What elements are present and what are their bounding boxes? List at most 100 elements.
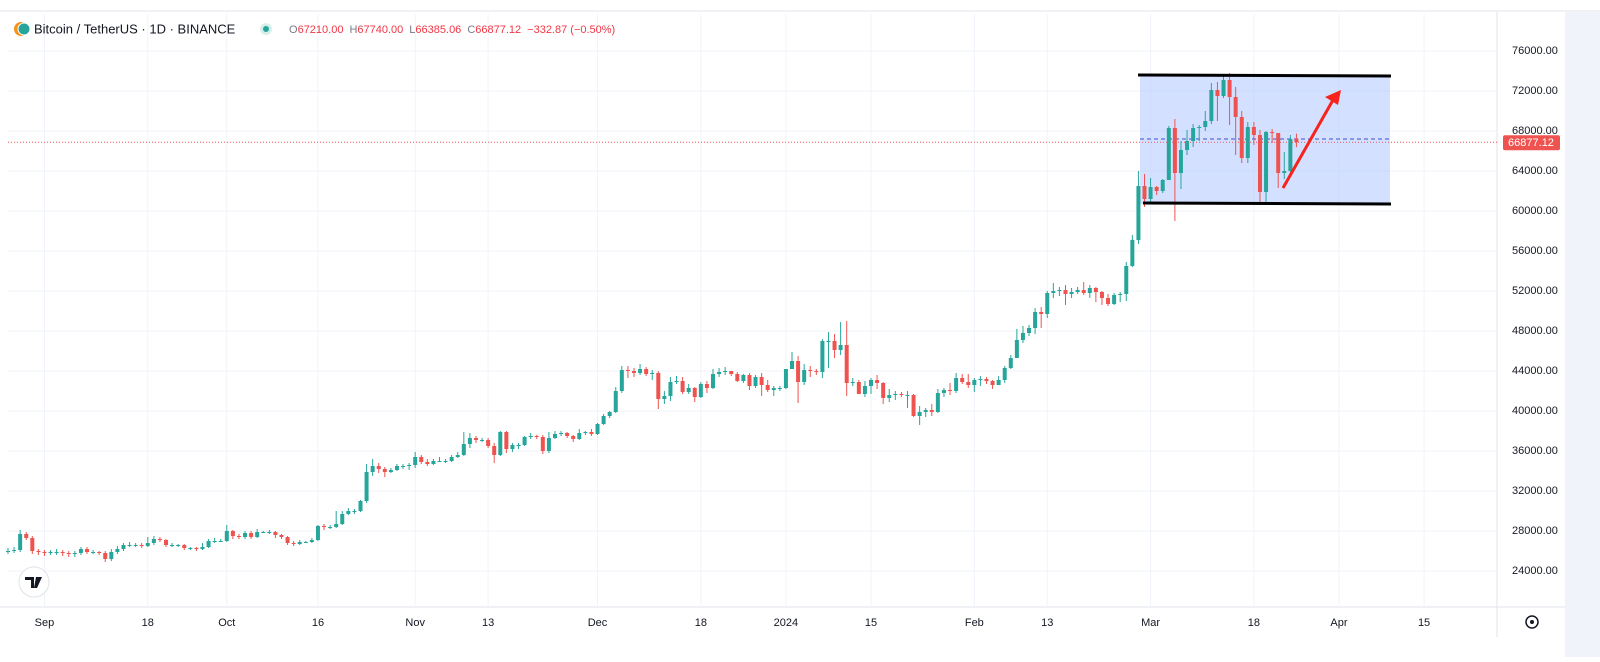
ohlc-key: O [289,24,298,36]
candle-body [145,543,150,546]
candle-body [832,341,837,350]
candle-body [893,394,898,395]
candle-body [1008,358,1013,368]
header: Bitcoin / TetherUS · 1D · BINANCE O67210… [14,21,615,36]
y-tick-label: 76000.00 [1512,45,1558,57]
candle-body [796,361,801,382]
x-tick-label: 2024 [774,617,798,629]
candle-body [1099,292,1104,298]
y-tick-label: 28000.00 [1512,525,1558,537]
candle-body [370,466,375,472]
drawings-front [1137,73,1392,206]
candle-body [18,534,23,550]
ohlc-value: 67210.00 [298,24,344,36]
candle-body [917,412,922,416]
candle-body [753,377,758,386]
candle-body [425,462,430,464]
candle-body [522,437,527,445]
candle-body [808,370,813,371]
trend-arrow [1281,99,1335,189]
y-tick-label: 32000.00 [1512,485,1558,497]
candle-body [638,369,643,373]
candle-body [601,416,606,424]
candle-body [48,552,53,553]
candle-body [619,370,624,391]
candle-body [905,395,910,396]
candle-body [200,547,205,549]
candle-body [97,552,102,553]
y-tick-label: 48000.00 [1512,325,1558,337]
last-price-label: 66877.12 [1508,137,1554,149]
side-strip [1565,12,1600,657]
candle-body [777,388,782,389]
candle-body [771,388,776,390]
candle-body [437,461,442,462]
candle-body [54,552,59,553]
candle-body [534,436,539,437]
candle-body [407,465,412,466]
y-tick-label: 72000.00 [1512,85,1558,97]
candle-body [698,384,703,397]
x-tick-label: 16 [312,617,324,629]
grid [8,14,1497,607]
candle-body [966,382,971,385]
candle-body [6,551,10,552]
candle-body [315,526,320,540]
candle-body [1172,128,1177,173]
candle-body [717,372,722,374]
candle-body [504,432,509,449]
candle-body [984,379,989,381]
candle-body [704,384,709,388]
y-tick-label: 68000.00 [1512,125,1558,137]
x-tick-label: Mar [1141,617,1160,629]
ohlc-key: C [467,24,475,36]
candle-body [1191,128,1196,141]
candle-body [1063,290,1068,294]
candle-body [188,548,193,549]
candle-body [820,341,825,372]
candle-body [881,383,886,398]
candle-body [540,437,545,451]
candle-body [644,369,649,374]
x-tick-label: 15 [865,617,877,629]
candle-body [358,501,363,511]
candle-body [583,432,588,433]
ohlc-legend: O67210.00 H67740.00 L66385.06 C66877.12 −332… [289,24,615,36]
status-dot [263,26,269,32]
candle-body [656,373,661,399]
candle-body [467,438,472,444]
candle-body [1203,121,1208,127]
y-tick-label: 52000.00 [1512,285,1558,297]
candle-body [747,375,752,386]
candle-body [72,553,77,554]
candle-body [559,433,564,434]
settings-icon[interactable] [1525,615,1539,629]
candle-body [352,511,357,512]
candle-body [182,545,187,548]
candle-body [1106,298,1111,304]
candle-body [1276,133,1281,173]
candle-body [1215,90,1220,96]
candle-body [413,457,418,465]
candle-body [692,388,697,397]
candle-body [1282,171,1287,173]
candle-body [340,514,345,524]
candle-body [24,534,29,538]
candle-body [996,380,1001,385]
coin-icon-2 [17,22,31,36]
candle-body [625,370,630,371]
candle-body [674,381,679,382]
candle-body [388,470,393,472]
candle-body [1264,132,1269,192]
x-tick-label: Sep [35,617,55,629]
candle-body [42,552,47,553]
candle-body [850,382,855,383]
settings-gear[interactable] [1525,615,1539,629]
candle-body [1033,312,1038,328]
candle-body [723,371,728,372]
candle-body [133,545,138,546]
candle-body [206,541,211,547]
candle-body [30,538,35,551]
